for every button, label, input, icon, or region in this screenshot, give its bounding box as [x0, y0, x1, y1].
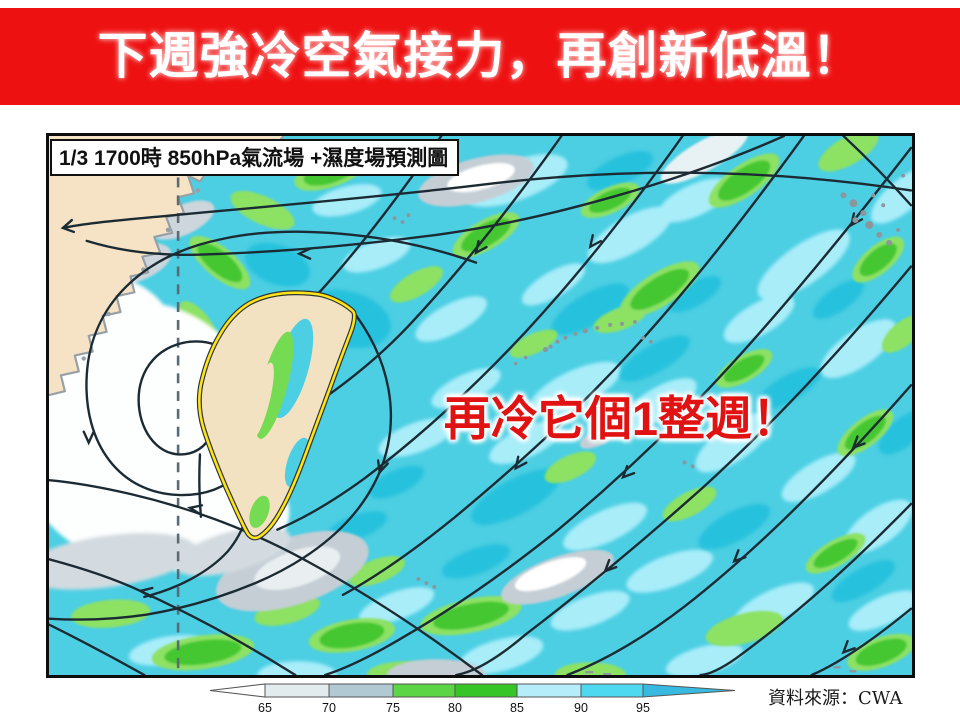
taiwan-island — [196, 290, 357, 541]
scale-right-tip — [642, 683, 736, 698]
scale-tick: 80 — [448, 701, 462, 715]
weather-map-svg — [49, 136, 912, 675]
scale-grid — [264, 683, 644, 698]
humidity-scale-svg: 65 70 75 80 85 90 95 — [209, 683, 736, 715]
headline-banner: 下週強冷空氣接力，再創新低溫！ — [0, 8, 960, 105]
annotation-text: 再冷它個1整週！ — [443, 392, 800, 445]
scale-seg-75-80 — [393, 684, 455, 697]
streamlines — [49, 136, 912, 675]
scale-tick: 65 — [258, 701, 272, 715]
scale-seg-90-95 — [581, 684, 643, 697]
map-caption-box: 1/3 1700時 850hPa氣流場 +濕度場預測圖 — [50, 139, 460, 176]
humidity-scale: 65 70 75 80 85 90 95 — [205, 682, 750, 718]
scale-tick: 95 — [636, 701, 650, 715]
deep-humidity-patches — [244, 151, 912, 603]
scale-left-tip — [209, 683, 266, 698]
scale-seg-85-90 — [517, 684, 581, 697]
scale-tick: 70 — [322, 701, 336, 715]
map-caption-text: 1/3 1700時 850hPa氣流場 +濕度場預測圖 — [59, 147, 449, 170]
scale-seg-70-75 — [329, 684, 393, 697]
scale-tick-labels: 65 70 75 80 85 90 95 — [258, 701, 650, 715]
data-source-text: 資料來源：CWA — [768, 688, 903, 709]
weather-map: 1/3 1700時 850hPa氣流場 +濕度場預測圖 再冷它個1整週！ — [46, 133, 915, 678]
island-speckles — [392, 173, 906, 675]
scale-seg-80-85 — [455, 684, 517, 697]
scale-tick: 90 — [574, 701, 588, 715]
headline-text: 下週強冷空氣接力，再創新低溫！ — [97, 28, 863, 84]
scale-seg-65-70 — [265, 684, 329, 697]
flow-arrowheads — [60, 212, 866, 655]
scale-tick: 75 — [386, 701, 400, 715]
dry-gray-patches — [95, 136, 749, 675]
scale-tick: 85 — [510, 701, 524, 715]
taiwan-outline — [197, 291, 356, 540]
